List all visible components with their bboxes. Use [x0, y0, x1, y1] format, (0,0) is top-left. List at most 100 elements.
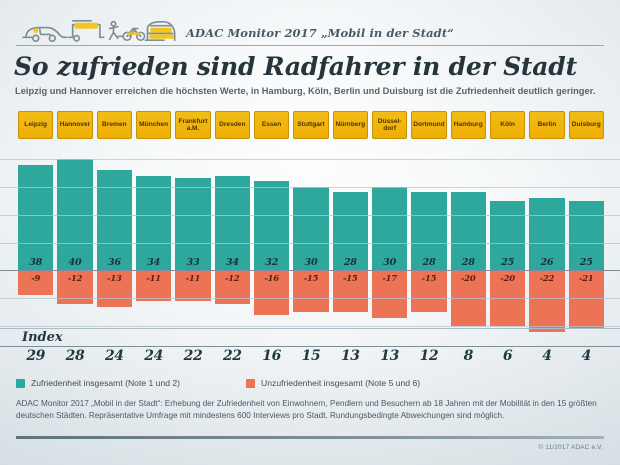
index-label: Index	[22, 330, 63, 345]
satisfaction-bar[interactable]: 40	[57, 158, 93, 271]
dissatisfaction-value-label: -22	[539, 273, 555, 284]
city-chip[interactable]: Nürnberg	[332, 111, 368, 139]
legend-label: Zufriedenheit insgesamt (Note 1 und 2)	[31, 378, 181, 388]
satisfaction-bar[interactable]: 30	[293, 186, 329, 271]
dissatisfaction-bar[interactable]: -11	[175, 270, 211, 301]
dissatisfaction-value-label: -9	[31, 273, 41, 284]
index-value: 16	[262, 348, 281, 364]
dissatisfaction-bar[interactable]: -21	[568, 270, 604, 329]
dissatisfaction-bar[interactable]: -9	[18, 270, 54, 296]
city-chip[interactable]: Köln	[489, 111, 526, 139]
index-value: 22	[183, 348, 203, 364]
zero-axis-line	[0, 270, 620, 272]
bar-column[interactable]: 30 -17	[371, 145, 408, 340]
satisfaction-value-label: 40	[68, 256, 82, 268]
satisfaction-value-label: 25	[501, 256, 515, 268]
teal-square-icon	[16, 378, 25, 388]
dissatisfaction-value-label: -13	[107, 273, 122, 284]
bar-column[interactable]: 28 -15	[411, 145, 447, 340]
dissatisfaction-value-label: -11	[185, 273, 201, 284]
header-kicker: ADAC Monitor 2017 „Mobil in der Stadt“	[186, 26, 454, 40]
satisfaction-bar[interactable]: 28	[332, 192, 368, 271]
bar-column[interactable]: 30 -15	[293, 145, 329, 340]
bar-column[interactable]: 38 -9	[18, 145, 54, 340]
dissatisfaction-bar[interactable]: -22	[529, 270, 565, 332]
index-value: 15	[301, 348, 321, 364]
satisfaction-value-label: 30	[383, 256, 397, 268]
dissatisfaction-bar[interactable]: -16	[253, 270, 290, 315]
satisfaction-bar[interactable]: 26	[529, 197, 565, 271]
copyright-text: © 11/2017 ADAC e.V.	[538, 444, 603, 451]
dissatisfaction-bar[interactable]: -11	[135, 270, 172, 301]
city-chip[interactable]: Düssel- dorf	[371, 111, 408, 139]
city-chip[interactable]: Frankfurt a.M.	[175, 111, 211, 139]
satisfaction-bar[interactable]: 38	[18, 164, 54, 271]
salmon-square-icon	[246, 378, 256, 388]
gridline	[0, 242, 620, 244]
bar-column[interactable]: 33 -11	[175, 145, 211, 340]
satisfaction-value-label: 30	[304, 256, 318, 268]
dissatisfaction-bar[interactable]: -15	[411, 270, 447, 313]
city-chip[interactable]: Leipzig	[18, 111, 54, 139]
dissatisfaction-bar[interactable]: -15	[293, 270, 329, 313]
city-chip[interactable]: Essen	[253, 111, 290, 139]
index-value-row: 29 28 24 24 22 22 16 15 13 13 12 8 6 4 4	[18, 348, 604, 368]
legend-item: Zufriedenheit insgesamt (Note 1 und 2)	[16, 378, 180, 388]
city-chip[interactable]: Hannover	[57, 111, 93, 139]
dissatisfaction-value-label: -12	[225, 273, 240, 284]
satisfaction-bar[interactable]: 32	[253, 181, 290, 271]
dissatisfaction-value-label: -15	[303, 273, 319, 284]
bar-column[interactable]: 26 -22	[529, 145, 565, 340]
satisfaction-bar[interactable]: 30	[371, 186, 408, 271]
satisfaction-bar[interactable]: 34	[214, 175, 250, 271]
page-title: So zufrieden sind Radfahrer in der Stadt	[14, 52, 577, 81]
city-chip[interactable]: Bremen	[96, 111, 132, 139]
bar-column[interactable]: 34 -11	[135, 145, 172, 340]
city-chip[interactable]: Dresden	[214, 111, 250, 139]
index-value: 6	[502, 348, 513, 364]
gridline	[0, 298, 620, 300]
city-chip[interactable]: Dortmund	[411, 111, 447, 139]
bar-group: 38 -9 40 -12 36 -13 34 -11 33 -11 34 -12 32 -16 30 -15 2…	[18, 145, 604, 340]
city-chip[interactable]: Stuttgart	[293, 111, 329, 139]
satisfaction-bar[interactable]: 34	[135, 175, 172, 271]
legend-label: Unzufriedenheit insgesamt (Note 5 und 6)	[261, 378, 421, 388]
index-divider-bottom	[0, 346, 620, 347]
bar-column[interactable]: 32 -16	[253, 145, 290, 340]
dissatisfaction-bar[interactable]: -15	[332, 270, 368, 313]
chart-legend: Zufriedenheit insgesamt (Note 1 und 2) Un…	[16, 378, 420, 388]
dissatisfaction-value-label: -21	[578, 273, 594, 284]
city-chip[interactable]: Duisburg	[568, 111, 604, 139]
satisfaction-value-label: 38	[29, 256, 43, 268]
dissatisfaction-bar[interactable]: -13	[96, 270, 132, 307]
bar-column[interactable]: 25 -21	[568, 145, 604, 340]
index-value: 13	[340, 348, 360, 364]
satisfaction-value-label: 25	[579, 256, 593, 268]
dissatisfaction-value-label: -15	[343, 273, 358, 284]
index-value: 4	[581, 348, 592, 364]
satisfaction-bar[interactable]: 25	[568, 200, 604, 271]
legend-item: Unzufriedenheit insgesamt (Note 5 und 6)	[246, 378, 420, 388]
dissatisfaction-value-label: -20	[500, 273, 515, 284]
city-chip[interactable]: Hamburg	[450, 111, 486, 139]
mobility-vehicles-logo-icon	[16, 14, 176, 48]
footnote-text: ADAC Monitor 2017 „Mobil in der Stadt“: …	[16, 399, 597, 420]
satisfaction-bar[interactable]: 28	[411, 192, 447, 271]
satisfaction-bar[interactable]: 28	[450, 192, 486, 271]
index-value: 4	[542, 348, 552, 364]
index-value: 13	[380, 348, 399, 364]
city-chip[interactable]: München	[135, 111, 172, 139]
city-chip[interactable]: Berlin	[529, 111, 565, 139]
index-divider-top	[0, 328, 620, 329]
index-value: 12	[419, 348, 439, 364]
dissatisfaction-bar[interactable]: -17	[371, 270, 408, 318]
satisfaction-bar[interactable]: 36	[96, 170, 132, 271]
satisfaction-bar[interactable]: 33	[175, 178, 211, 271]
satisfaction-value-label: 32	[265, 256, 279, 268]
satisfaction-bar[interactable]: 25	[489, 200, 526, 271]
bar-column[interactable]: 28 -15	[332, 145, 368, 340]
page-subtitle: Leipzig und Hannover erreichen die höchs…	[15, 86, 596, 96]
index-value: 22	[222, 348, 242, 364]
footer-divider	[16, 436, 604, 439]
